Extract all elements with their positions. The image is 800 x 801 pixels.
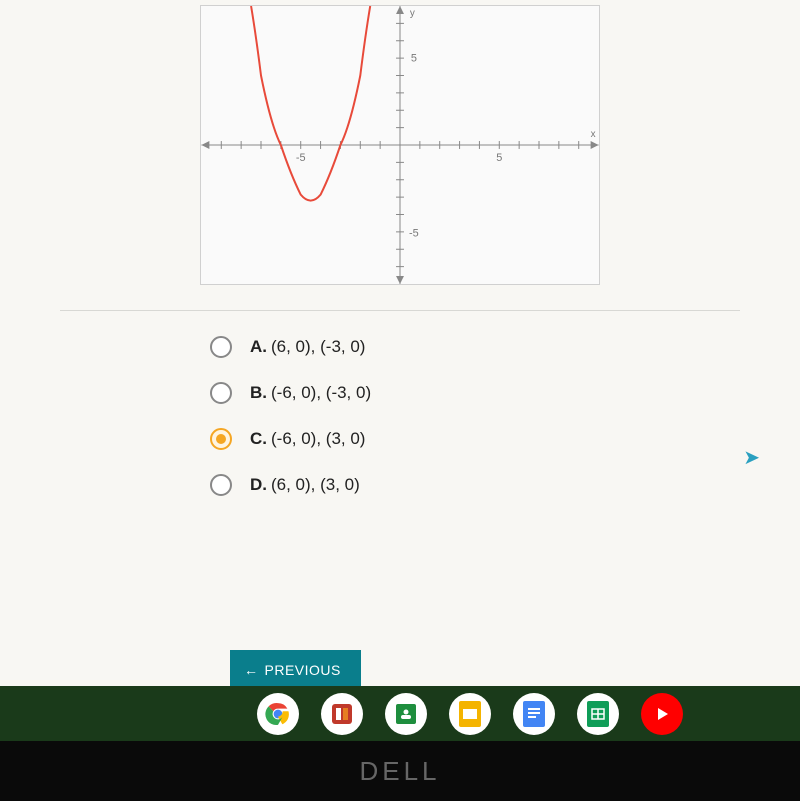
svg-text:-5: -5	[409, 227, 419, 239]
coordinate-graph: -5 5 5 -5 y x	[200, 5, 600, 285]
svg-text:y: y	[410, 8, 415, 19]
option-b-text: B.(-6, 0), (-3, 0)	[250, 383, 371, 403]
answer-options: A.(6, 0), (-3, 0) B.(-6, 0), (-3, 0) C.(…	[210, 336, 780, 496]
section-divider	[60, 310, 740, 311]
radio-b[interactable]	[210, 382, 232, 404]
option-a[interactable]: A.(6, 0), (-3, 0)	[210, 336, 780, 358]
classroom-icon[interactable]	[385, 693, 427, 735]
quiz-page: -5 5 5 -5 y x A.(6, 0), (-3, 0) B.(-6, 0…	[0, 0, 800, 720]
monitor-bezel: DELL	[0, 741, 800, 801]
radio-c[interactable]	[210, 428, 232, 450]
app-red-icon[interactable]	[321, 693, 363, 735]
chrome-icon[interactable]	[257, 693, 299, 735]
youtube-icon[interactable]	[641, 693, 683, 735]
svg-text:5: 5	[411, 53, 417, 65]
brand-label: DELL	[359, 756, 440, 787]
mouse-cursor-icon: ➤	[743, 445, 760, 470]
graph-container: -5 5 5 -5 y x	[20, 0, 780, 285]
arrow-left-icon: ←	[244, 662, 259, 678]
option-d[interactable]: D.(6, 0), (3, 0)	[210, 474, 780, 496]
slides-icon[interactable]	[449, 693, 491, 735]
sheets-icon[interactable]	[577, 693, 619, 735]
option-b[interactable]: B.(-6, 0), (-3, 0)	[210, 382, 780, 404]
taskbar	[0, 686, 800, 741]
graph-svg: -5 5 5 -5 y x	[201, 6, 599, 284]
radio-d[interactable]	[210, 474, 232, 496]
option-c-text: C.(-6, 0), (3, 0)	[250, 429, 365, 449]
option-a-text: A.(6, 0), (-3, 0)	[250, 337, 365, 357]
radio-a[interactable]	[210, 336, 232, 358]
previous-button[interactable]: ← PREVIOUS	[230, 650, 361, 690]
option-c[interactable]: C.(-6, 0), (3, 0)	[210, 428, 780, 450]
svg-text:5: 5	[496, 152, 502, 164]
previous-label: PREVIOUS	[265, 662, 341, 678]
option-d-text: D.(6, 0), (3, 0)	[250, 475, 360, 495]
svg-text:-5: -5	[296, 152, 306, 164]
docs-icon[interactable]	[513, 693, 555, 735]
svg-text:x: x	[591, 129, 596, 140]
